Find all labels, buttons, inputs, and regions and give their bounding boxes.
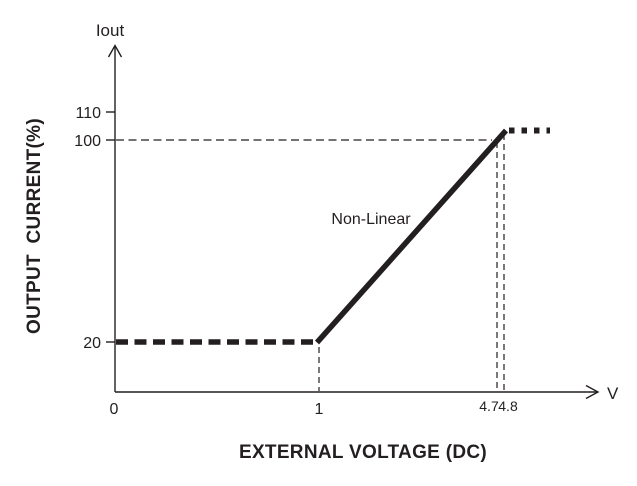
- series-non-linear-ramp: [314, 128, 509, 345]
- y-axis-arrow-icon: [107, 44, 123, 58]
- y-axis-title: OUTPUT CURRENT(%): [24, 118, 45, 334]
- curve-annotation: Non-Linear: [331, 211, 411, 228]
- x-tick-label-4-7: 4.7: [479, 398, 499, 414]
- x-tick-label-4-8: 4.8: [498, 398, 518, 414]
- x-axis-arrow-label: V: [607, 384, 619, 403]
- y-axis-arrow-label: Iout: [96, 21, 125, 40]
- y-tick-label-20: 20: [83, 335, 101, 352]
- x-axis-arrow-icon: [585, 384, 600, 400]
- x-axis-title: EXTERNAL VOLTAGE (DC): [239, 442, 487, 463]
- y-tick-label-100: 100: [74, 133, 101, 150]
- x-tick-label-1: 1: [315, 401, 324, 418]
- x-tick-label-0: 0: [110, 401, 119, 418]
- y-tick-label-110: 110: [75, 105, 101, 122]
